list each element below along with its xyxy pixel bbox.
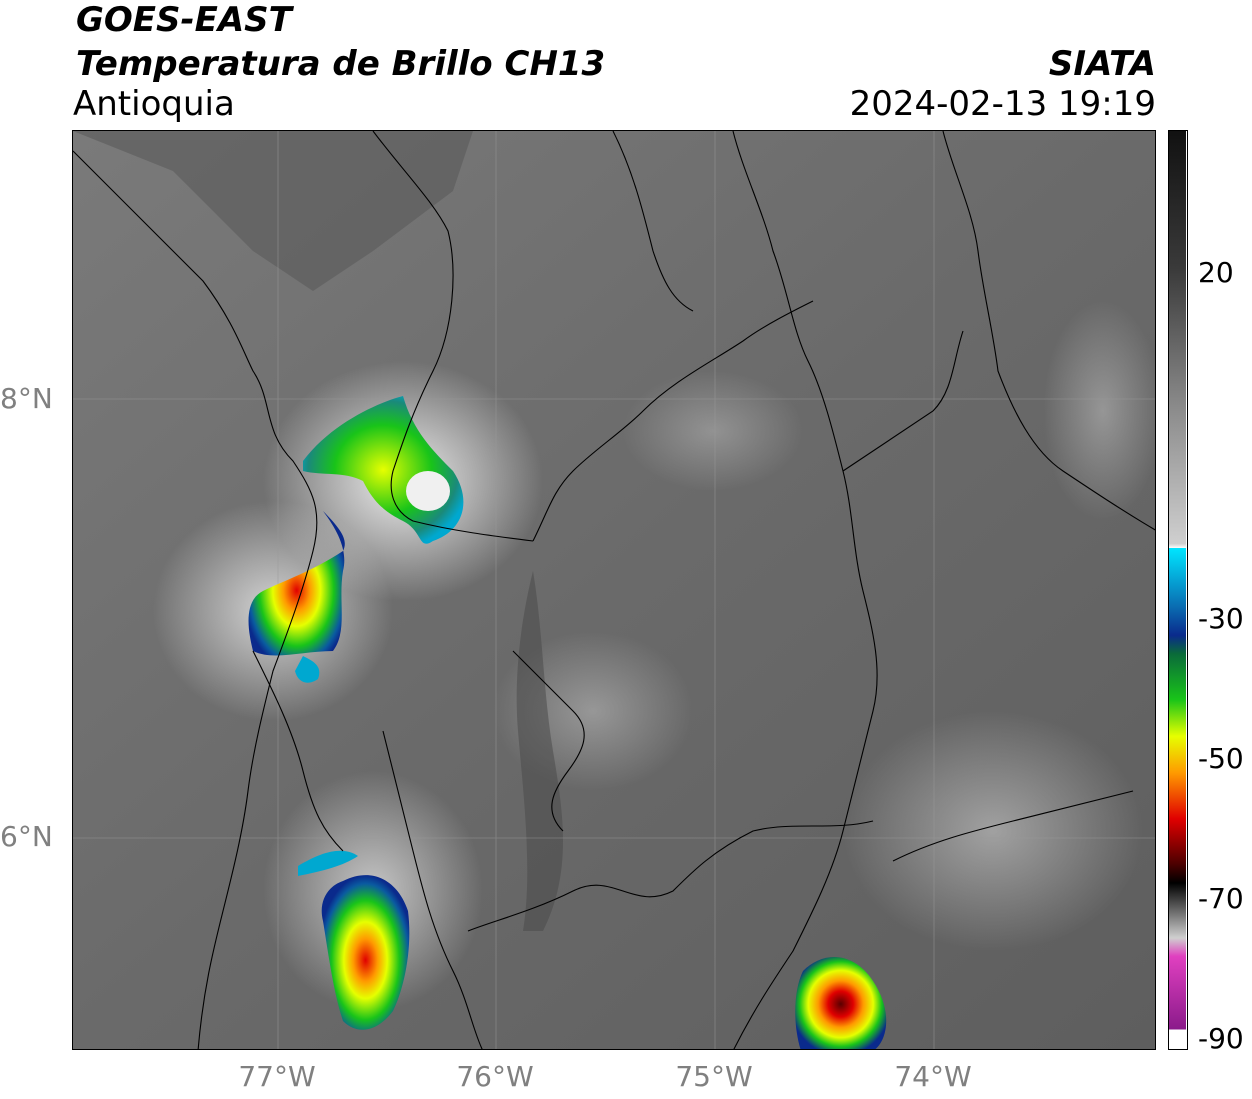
map-canvas: [73, 131, 1155, 1049]
colorbar-tick-minus30: -30: [1198, 602, 1244, 635]
colorbar-tick-20: 20: [1198, 256, 1234, 289]
region-title: Antioquia: [73, 84, 235, 124]
sea-region: [73, 131, 473, 291]
storm-cell: [321, 875, 410, 1030]
cloud-area: [623, 371, 803, 491]
colorbar-tick-minus90: -90: [1198, 1022, 1244, 1055]
colorbar-gradient: [1169, 131, 1186, 1048]
storm-cell: [795, 957, 887, 1049]
satellite-title: GOES-EAST: [76, 0, 292, 40]
cloud-area: [843, 711, 1143, 951]
lon-label-76w: 76°W: [456, 1060, 534, 1093]
satellite-map: [72, 130, 1156, 1050]
boundaries: [73, 131, 1155, 1049]
storm-eye: [406, 471, 450, 511]
datetime-title: 2024-02-13 19:19: [849, 84, 1156, 124]
cloud-area: [1043, 301, 1155, 521]
storm-cell: [295, 656, 320, 683]
lon-label-77w: 77°W: [238, 1060, 316, 1093]
organization-title: SIATA: [1048, 44, 1156, 84]
lon-label-74w: 74°W: [894, 1060, 972, 1093]
colorbar: [1168, 130, 1188, 1050]
storm-cell: [298, 850, 358, 876]
storm-cell: [248, 511, 345, 656]
product-title: Temperatura de Brillo CH13: [76, 44, 606, 84]
lat-label-6n: 6°N: [0, 820, 53, 853]
valley-region: [516, 571, 563, 931]
lon-label-75w: 75°W: [675, 1060, 753, 1093]
colorbar-tick-minus70: -70: [1198, 882, 1244, 915]
lat-label-8n: 8°N: [0, 382, 53, 415]
colorbar-tick-minus50: -50: [1198, 742, 1244, 775]
